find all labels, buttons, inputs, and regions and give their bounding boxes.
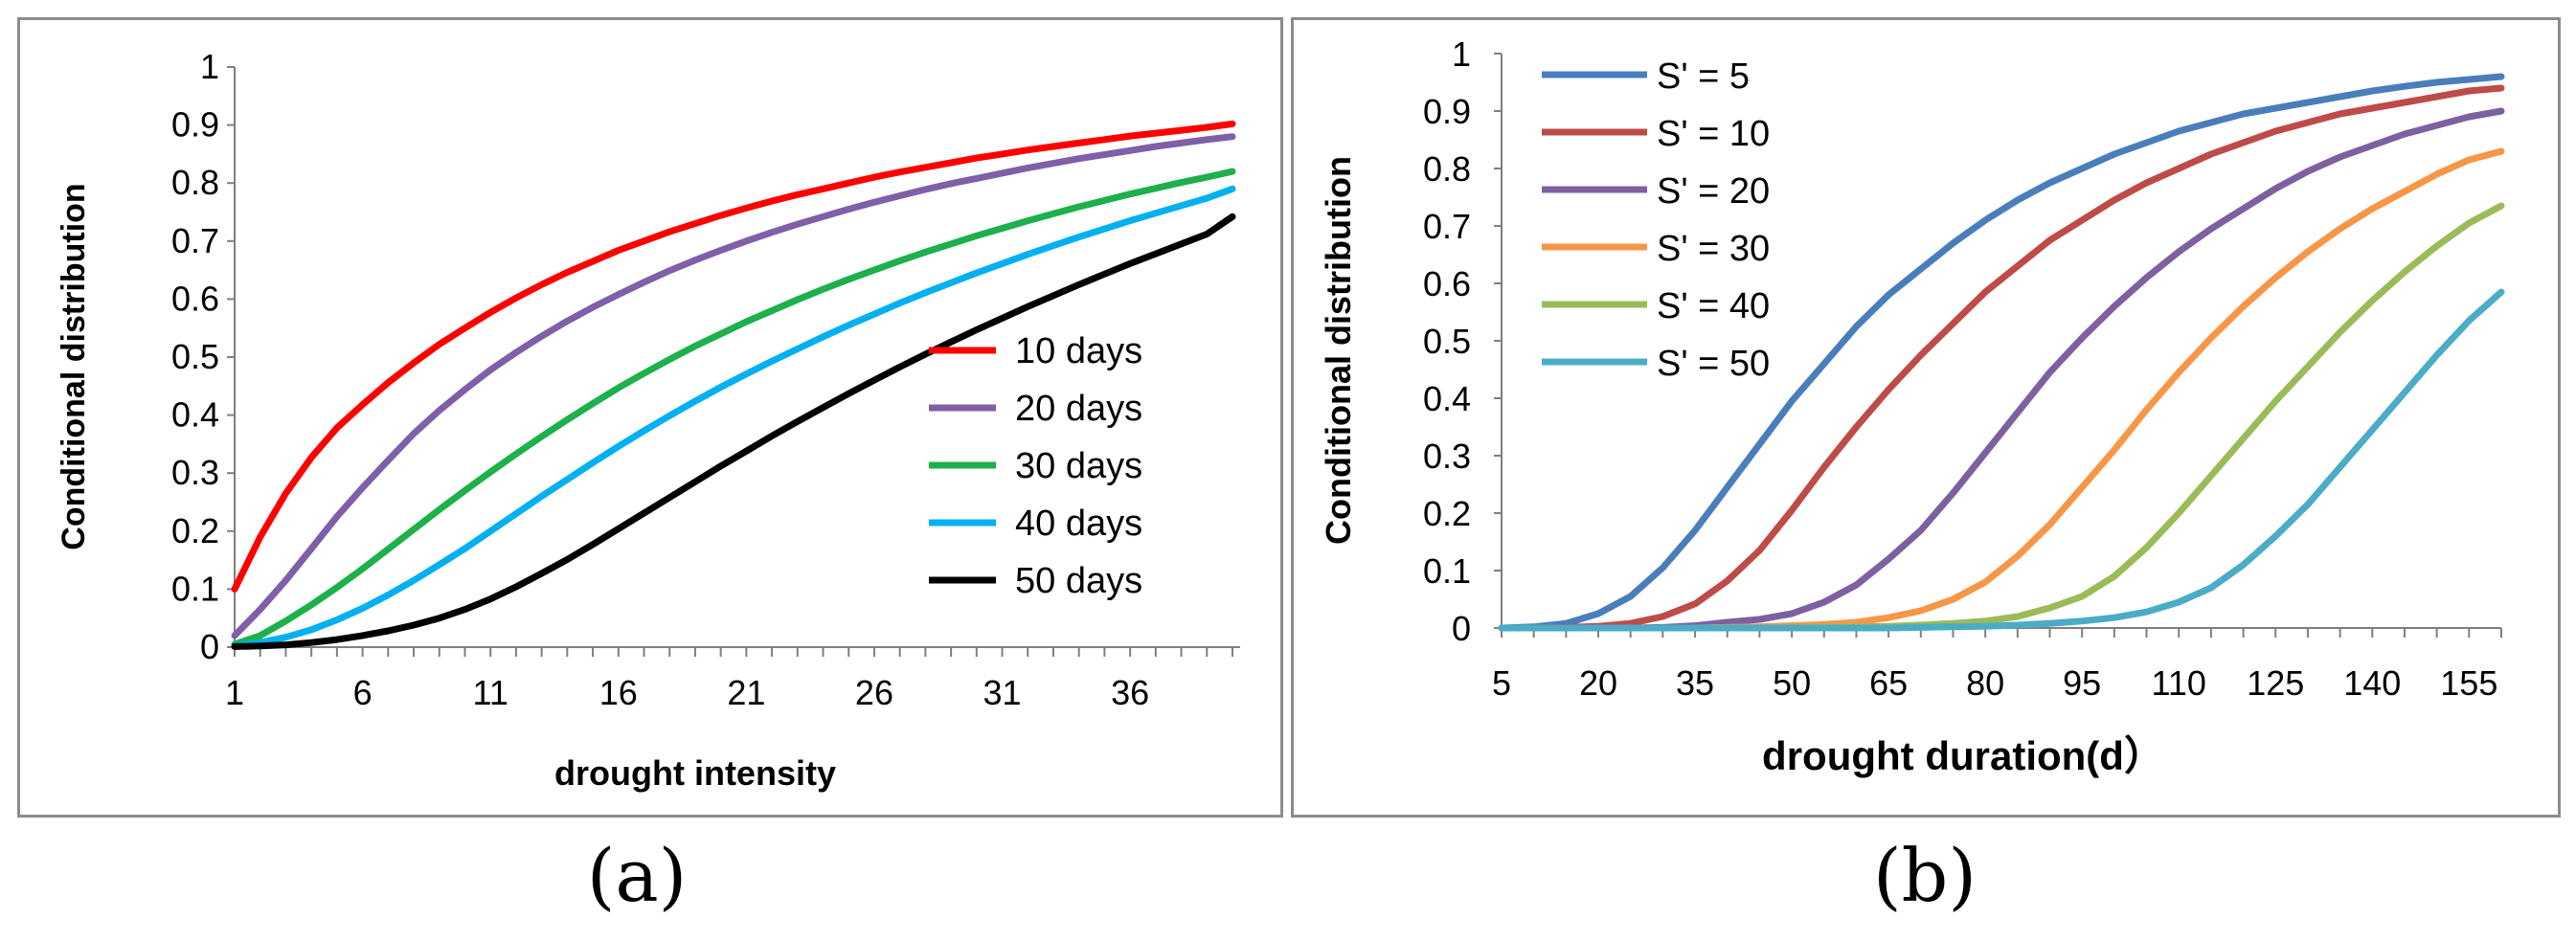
y-tick-label-a: 0 xyxy=(200,627,219,666)
series-line-b-0 xyxy=(1498,73,2505,632)
x-axis-title-a: drought intensity xyxy=(554,753,836,793)
y-tick-label-a: 0.9 xyxy=(171,105,219,145)
series-line-b-4 xyxy=(1498,202,2505,632)
x-tick-label-a: 6 xyxy=(353,673,373,712)
series-line-b-5 xyxy=(1498,288,2505,632)
y-tick-label-a: 1 xyxy=(200,47,219,86)
y-tick-label-a: 0.7 xyxy=(171,221,219,260)
y-tick-label-b: 0.6 xyxy=(1423,264,1471,303)
x-tick-label-a: 21 xyxy=(727,673,765,712)
y-tick-label-a: 0.8 xyxy=(171,163,219,202)
y-tick-label-a: 0.5 xyxy=(171,337,219,376)
y-tick-label-a: 0.4 xyxy=(171,395,219,435)
x-tick-label-a: 1 xyxy=(225,673,244,712)
series-line-a-0 xyxy=(231,120,1236,593)
series-line-a-4 xyxy=(231,213,1236,650)
x-tick-label-b: 65 xyxy=(1869,663,1908,703)
y-tick-label-b: 1 xyxy=(1452,34,1471,74)
y-tick-label-a: 0.3 xyxy=(171,453,219,492)
legend-label-a-4: 50 days xyxy=(1015,561,1142,601)
y-tick-label-b: 0.9 xyxy=(1423,92,1471,131)
y-tick-label-b: 0.3 xyxy=(1423,437,1471,476)
series-line-a-2 xyxy=(231,168,1236,648)
x-tick-label-b: 140 xyxy=(2343,663,2401,703)
legend-label-b-0: S' = 5 xyxy=(1657,56,1750,97)
panel-a-frame xyxy=(17,17,1283,818)
x-tick-label-b: 35 xyxy=(1676,663,1714,703)
x-tick-label-a: 36 xyxy=(1111,673,1149,712)
y-tick-label-a: 0.2 xyxy=(171,511,219,550)
y-tick-label-b: 0.7 xyxy=(1423,207,1471,246)
y-tick-label-a: 0.1 xyxy=(171,569,219,608)
legend-label-b-3: S' = 30 xyxy=(1657,229,1770,269)
legend-label-b-2: S' = 20 xyxy=(1657,171,1770,212)
x-tick-label-b: 20 xyxy=(1579,663,1617,703)
series-line-a-3 xyxy=(231,185,1236,650)
y-axis-title-b: Conditional distribution xyxy=(1319,156,1358,545)
series-line-b-2 xyxy=(1498,107,2505,632)
chart-a: 00.10.20.30.40.50.60.70.80.911 6 11 16 21 26 3… xyxy=(56,47,1240,793)
y-axis-title-a: Conditional distribution xyxy=(56,183,92,550)
y-tick-label-b: 0.4 xyxy=(1423,379,1471,418)
y-tick-label-b: 0.1 xyxy=(1423,551,1471,591)
x-tick-label-b: 50 xyxy=(1773,663,1811,703)
series-line-b-3 xyxy=(1498,147,2505,632)
y-tick-label-a: 0.6 xyxy=(171,279,219,318)
legend-label-a-2: 30 days xyxy=(1015,446,1142,486)
y-tick-label-b: 0.2 xyxy=(1423,494,1471,533)
x-tick-label-a: 16 xyxy=(599,673,638,712)
legend-label-b-5: S' = 50 xyxy=(1657,344,1770,384)
x-tick-label-b: 125 xyxy=(2247,663,2304,703)
x-tick-label-b: 95 xyxy=(2063,663,2101,703)
legend-label-a-1: 20 days xyxy=(1015,389,1142,429)
x-axis-title-b: drought duration(d） xyxy=(1762,733,2164,778)
legend-label-a-3: 40 days xyxy=(1015,504,1142,544)
legend-label-b-4: S' = 40 xyxy=(1657,286,1770,326)
series-line-b-1 xyxy=(1498,84,2505,632)
x-tick-label-b: 155 xyxy=(2440,663,2497,703)
x-tick-label-b: 5 xyxy=(1492,663,1511,703)
chart-b: 0 0.1 0.2 0.3 0.4 0.5 0.6 0.7 0.8 0.9 1 5 20 35 50 65 80… xyxy=(1319,34,2505,778)
legend-label-b-1: S' = 10 xyxy=(1657,114,1770,154)
panel-label-a: (a) xyxy=(586,833,688,918)
legend-label-a-0: 10 days xyxy=(1015,331,1142,371)
y-tick-label-b: 0.5 xyxy=(1423,322,1471,361)
series-line-a-1 xyxy=(231,133,1236,639)
panel-label-b: (b) xyxy=(1873,833,1977,918)
x-tick-label-a: 31 xyxy=(983,673,1022,712)
y-tick-label-b: 0 xyxy=(1452,609,1471,648)
x-tick-label-b: 80 xyxy=(1966,663,2004,703)
x-tick-label-a: 11 xyxy=(472,673,508,712)
x-tick-label-a: 26 xyxy=(855,673,893,712)
x-tick-label-b: 110 xyxy=(2152,663,2206,703)
y-tick-label-b: 0.8 xyxy=(1423,149,1471,189)
